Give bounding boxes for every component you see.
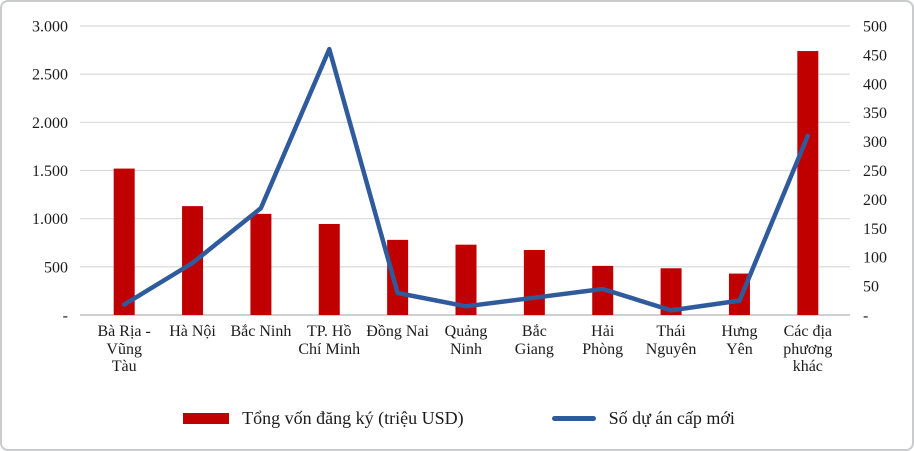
left-axis-tick-label: 1.000 <box>32 211 68 228</box>
bar-3 <box>318 223 340 315</box>
bar-8 <box>660 268 682 315</box>
legend-item-line-series: Số dự án cấp mới <box>551 408 735 429</box>
x-axis-label-5: Quảng Ninh <box>444 323 488 358</box>
right-axis-tick-label: - <box>863 308 868 325</box>
left-axis-tick-label: 2.000 <box>32 115 68 132</box>
x-axis-label-7: Hải Phòng <box>582 323 624 358</box>
x-axis-label-10: Các địa phương khác <box>783 323 833 375</box>
bar-6 <box>523 249 545 315</box>
chart-legend: Tổng vốn đăng ký (triệu USD) Số dự án cấ… <box>2 408 912 429</box>
x-axis-label-0: Bà Rịa - Vũng Tàu <box>97 323 151 375</box>
legend-label-line-series: Số dự án cấp mới <box>608 408 735 428</box>
left-axis-tick-label: 2.500 <box>32 67 68 84</box>
bar-series-swatch-icon <box>183 413 230 424</box>
bar-0 <box>113 168 135 315</box>
left-axis-tick-label: 500 <box>44 259 68 276</box>
right-axis-tick-label: 150 <box>863 221 887 238</box>
right-axis-tick-label: 500 <box>863 19 887 36</box>
right-axis-tick-label: 250 <box>863 163 887 180</box>
right-axis-tick-label: 400 <box>863 76 887 93</box>
legend-label-bar-series: Tổng vốn đăng ký (triệu USD) <box>242 408 464 428</box>
x-axis-label-8: Thái Nguyên <box>645 323 697 358</box>
x-axis-label-2: Bắc Ninh <box>230 323 292 340</box>
bar-2 <box>250 213 272 315</box>
right-axis-tick-label: 450 <box>863 47 887 64</box>
bar-4 <box>387 239 409 315</box>
legend-item-bar-series: Tổng vốn đăng ký (triệu USD) <box>183 408 464 429</box>
bar-10 <box>797 51 819 316</box>
x-axis-label-4: Đồng Nai <box>366 323 429 340</box>
x-axis-label-6: Bắc Giang <box>514 323 554 358</box>
bar-5 <box>455 244 477 315</box>
x-axis-label-3: TP. Hồ Chí Minh <box>298 323 361 358</box>
right-axis-tick-label: 300 <box>863 134 887 151</box>
right-axis-tick-label: 350 <box>863 105 887 122</box>
line-series-swatch-icon <box>551 416 596 421</box>
left-axis-tick-label: - <box>63 308 68 325</box>
right-axis-tick-label: 50 <box>863 279 879 296</box>
line-series <box>121 46 811 313</box>
x-axis-label-1: Hà Nội <box>169 323 216 340</box>
left-axis-tick-label: 3.000 <box>32 19 68 36</box>
combo-chart-canvas: - 500 1.000 1.500 2.000 2.500 3.000 - 50 100 150 20… <box>32 19 887 325</box>
left-axis-tick-label: 1.500 <box>32 163 68 180</box>
right-axis-tick-label: 200 <box>863 192 887 209</box>
x-axis-label-9: Hưng Yên <box>721 323 758 358</box>
right-axis-tick-label: 100 <box>863 250 887 267</box>
